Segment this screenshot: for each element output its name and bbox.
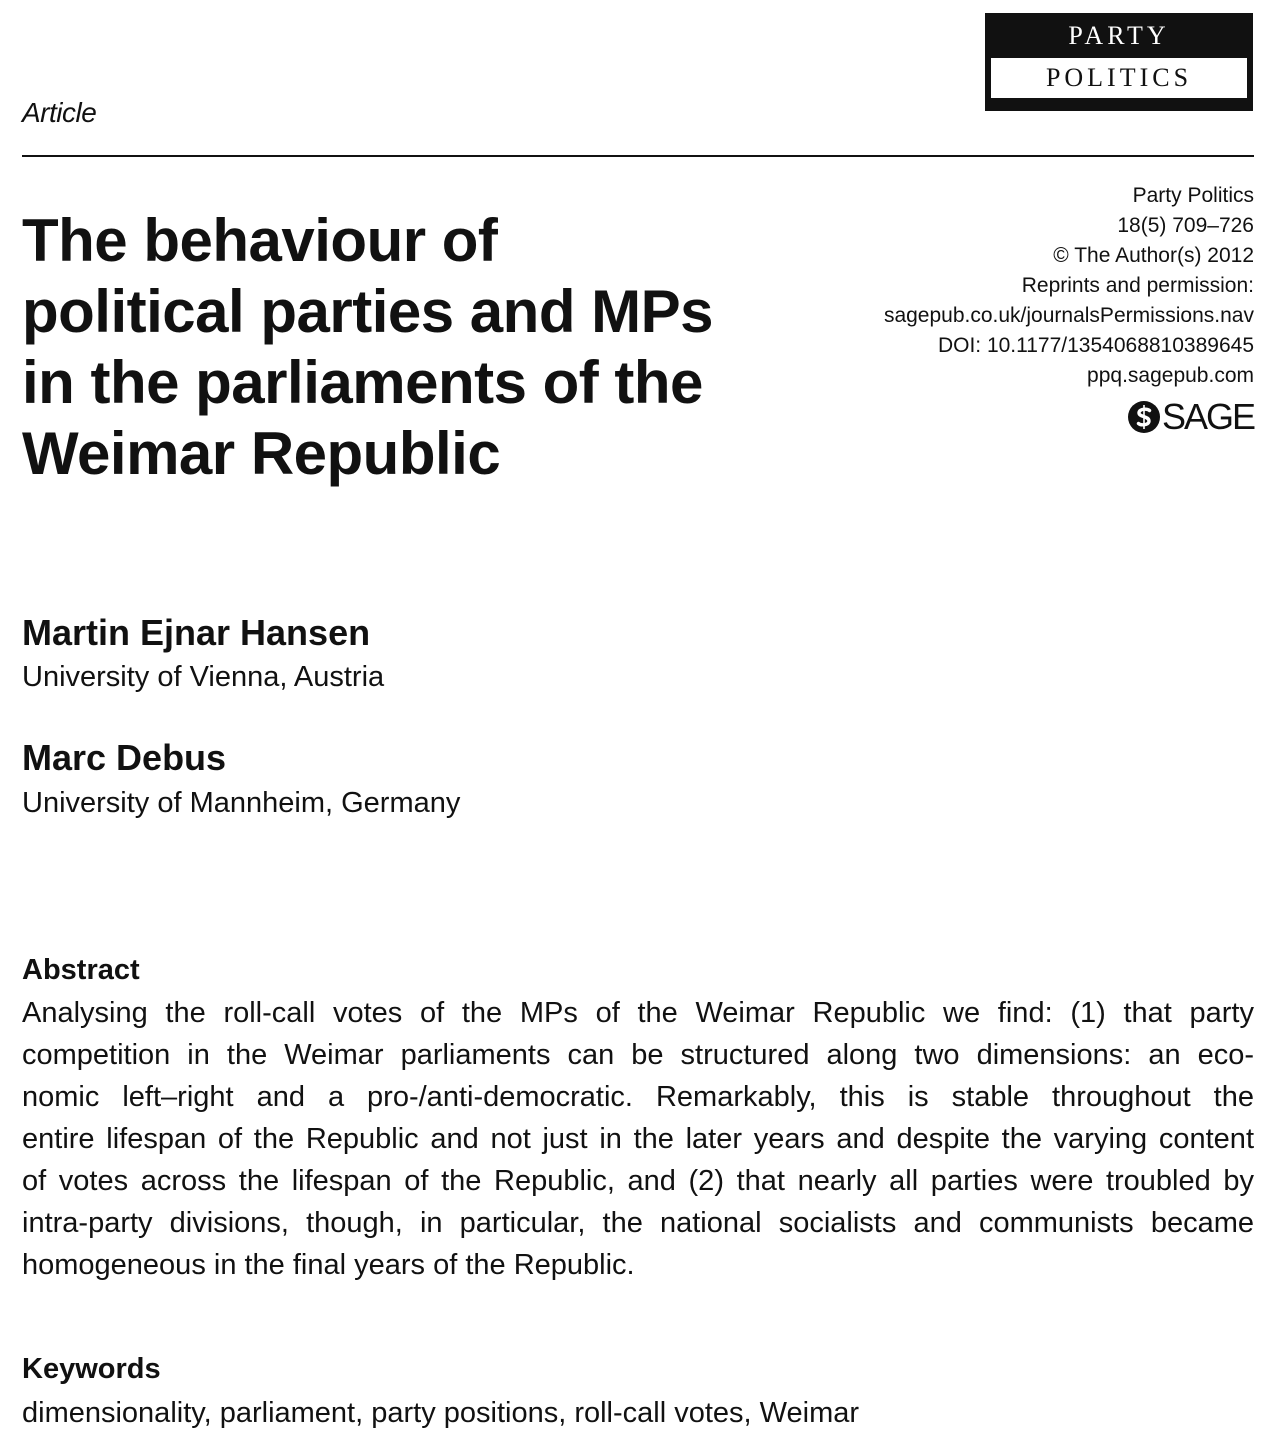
keywords-heading: Keywords xyxy=(22,1353,161,1385)
journal-logo-line2: POLITICS xyxy=(1045,63,1193,92)
title-line: in the parliaments of the xyxy=(22,349,703,416)
meta-volume-pages: 18(5) 709–726 xyxy=(1117,214,1254,237)
abstract-line: entire lifespan of the Republic and not … xyxy=(22,1123,1254,1155)
journal-logo-band xyxy=(991,58,1247,98)
title-line: Weimar Republic xyxy=(22,420,501,487)
meta-doi[interactable]: DOI: 10.1177/1354068810389645 xyxy=(937,334,1254,357)
article-type-label: Article xyxy=(22,97,97,128)
author-name: Martin Ejnar Hansen xyxy=(22,612,371,653)
abstract-line: nomic left–right and a pro-/anti-democra… xyxy=(22,1081,1254,1113)
journal-logo: PARTY POLITICS xyxy=(985,13,1253,111)
publisher-logo-text: SAGE xyxy=(1161,396,1256,437)
abstract-text: Analysing the roll-call votes of the MPs… xyxy=(22,992,1254,1286)
abstract-line: homogeneous in the final years of the Re… xyxy=(22,1249,635,1281)
sage-s-icon xyxy=(1127,401,1160,433)
header-rule xyxy=(22,155,1254,157)
title-line: political parties and MPs xyxy=(22,278,714,345)
publisher-logo: SAGE xyxy=(1126,396,1256,438)
meta-journal: Party Politics xyxy=(1132,184,1254,207)
meta-reprints-label: Reprints and permission: xyxy=(1021,274,1254,297)
meta-copyright: © The Author(s) 2012 xyxy=(1053,244,1254,267)
meta-permissions-link[interactable]: sagepub.co.uk/journalsPermissions.nav xyxy=(883,304,1254,327)
author-name: Marc Debus xyxy=(22,737,227,778)
title-line: The behaviour of xyxy=(22,207,498,274)
abstract-line: competition in the Weimar parliaments ca… xyxy=(22,1039,1254,1071)
keywords-text: dimensionality, parliament, party positi… xyxy=(22,1397,860,1429)
paper-title: The behaviour of political parties and M… xyxy=(22,205,822,489)
meta-journal-url[interactable]: ppq.sagepub.com xyxy=(1087,364,1254,387)
author-affiliation: University of Mannheim, Germany xyxy=(22,787,461,819)
abstract-heading: Abstract xyxy=(22,954,140,986)
publication-metadata: Party Politics 18(5) 709–726 © The Autho… xyxy=(754,181,1254,391)
journal-logo-line1: PARTY xyxy=(1068,21,1170,50)
abstract-line: intra-party divisions, though, in partic… xyxy=(22,1207,1254,1239)
abstract-line: of votes across the lifespan of the Repu… xyxy=(22,1165,1254,1197)
abstract-line: Analysing the roll-call votes of the MPs… xyxy=(22,997,1254,1029)
author-affiliation: University of Vienna, Austria xyxy=(22,661,385,693)
